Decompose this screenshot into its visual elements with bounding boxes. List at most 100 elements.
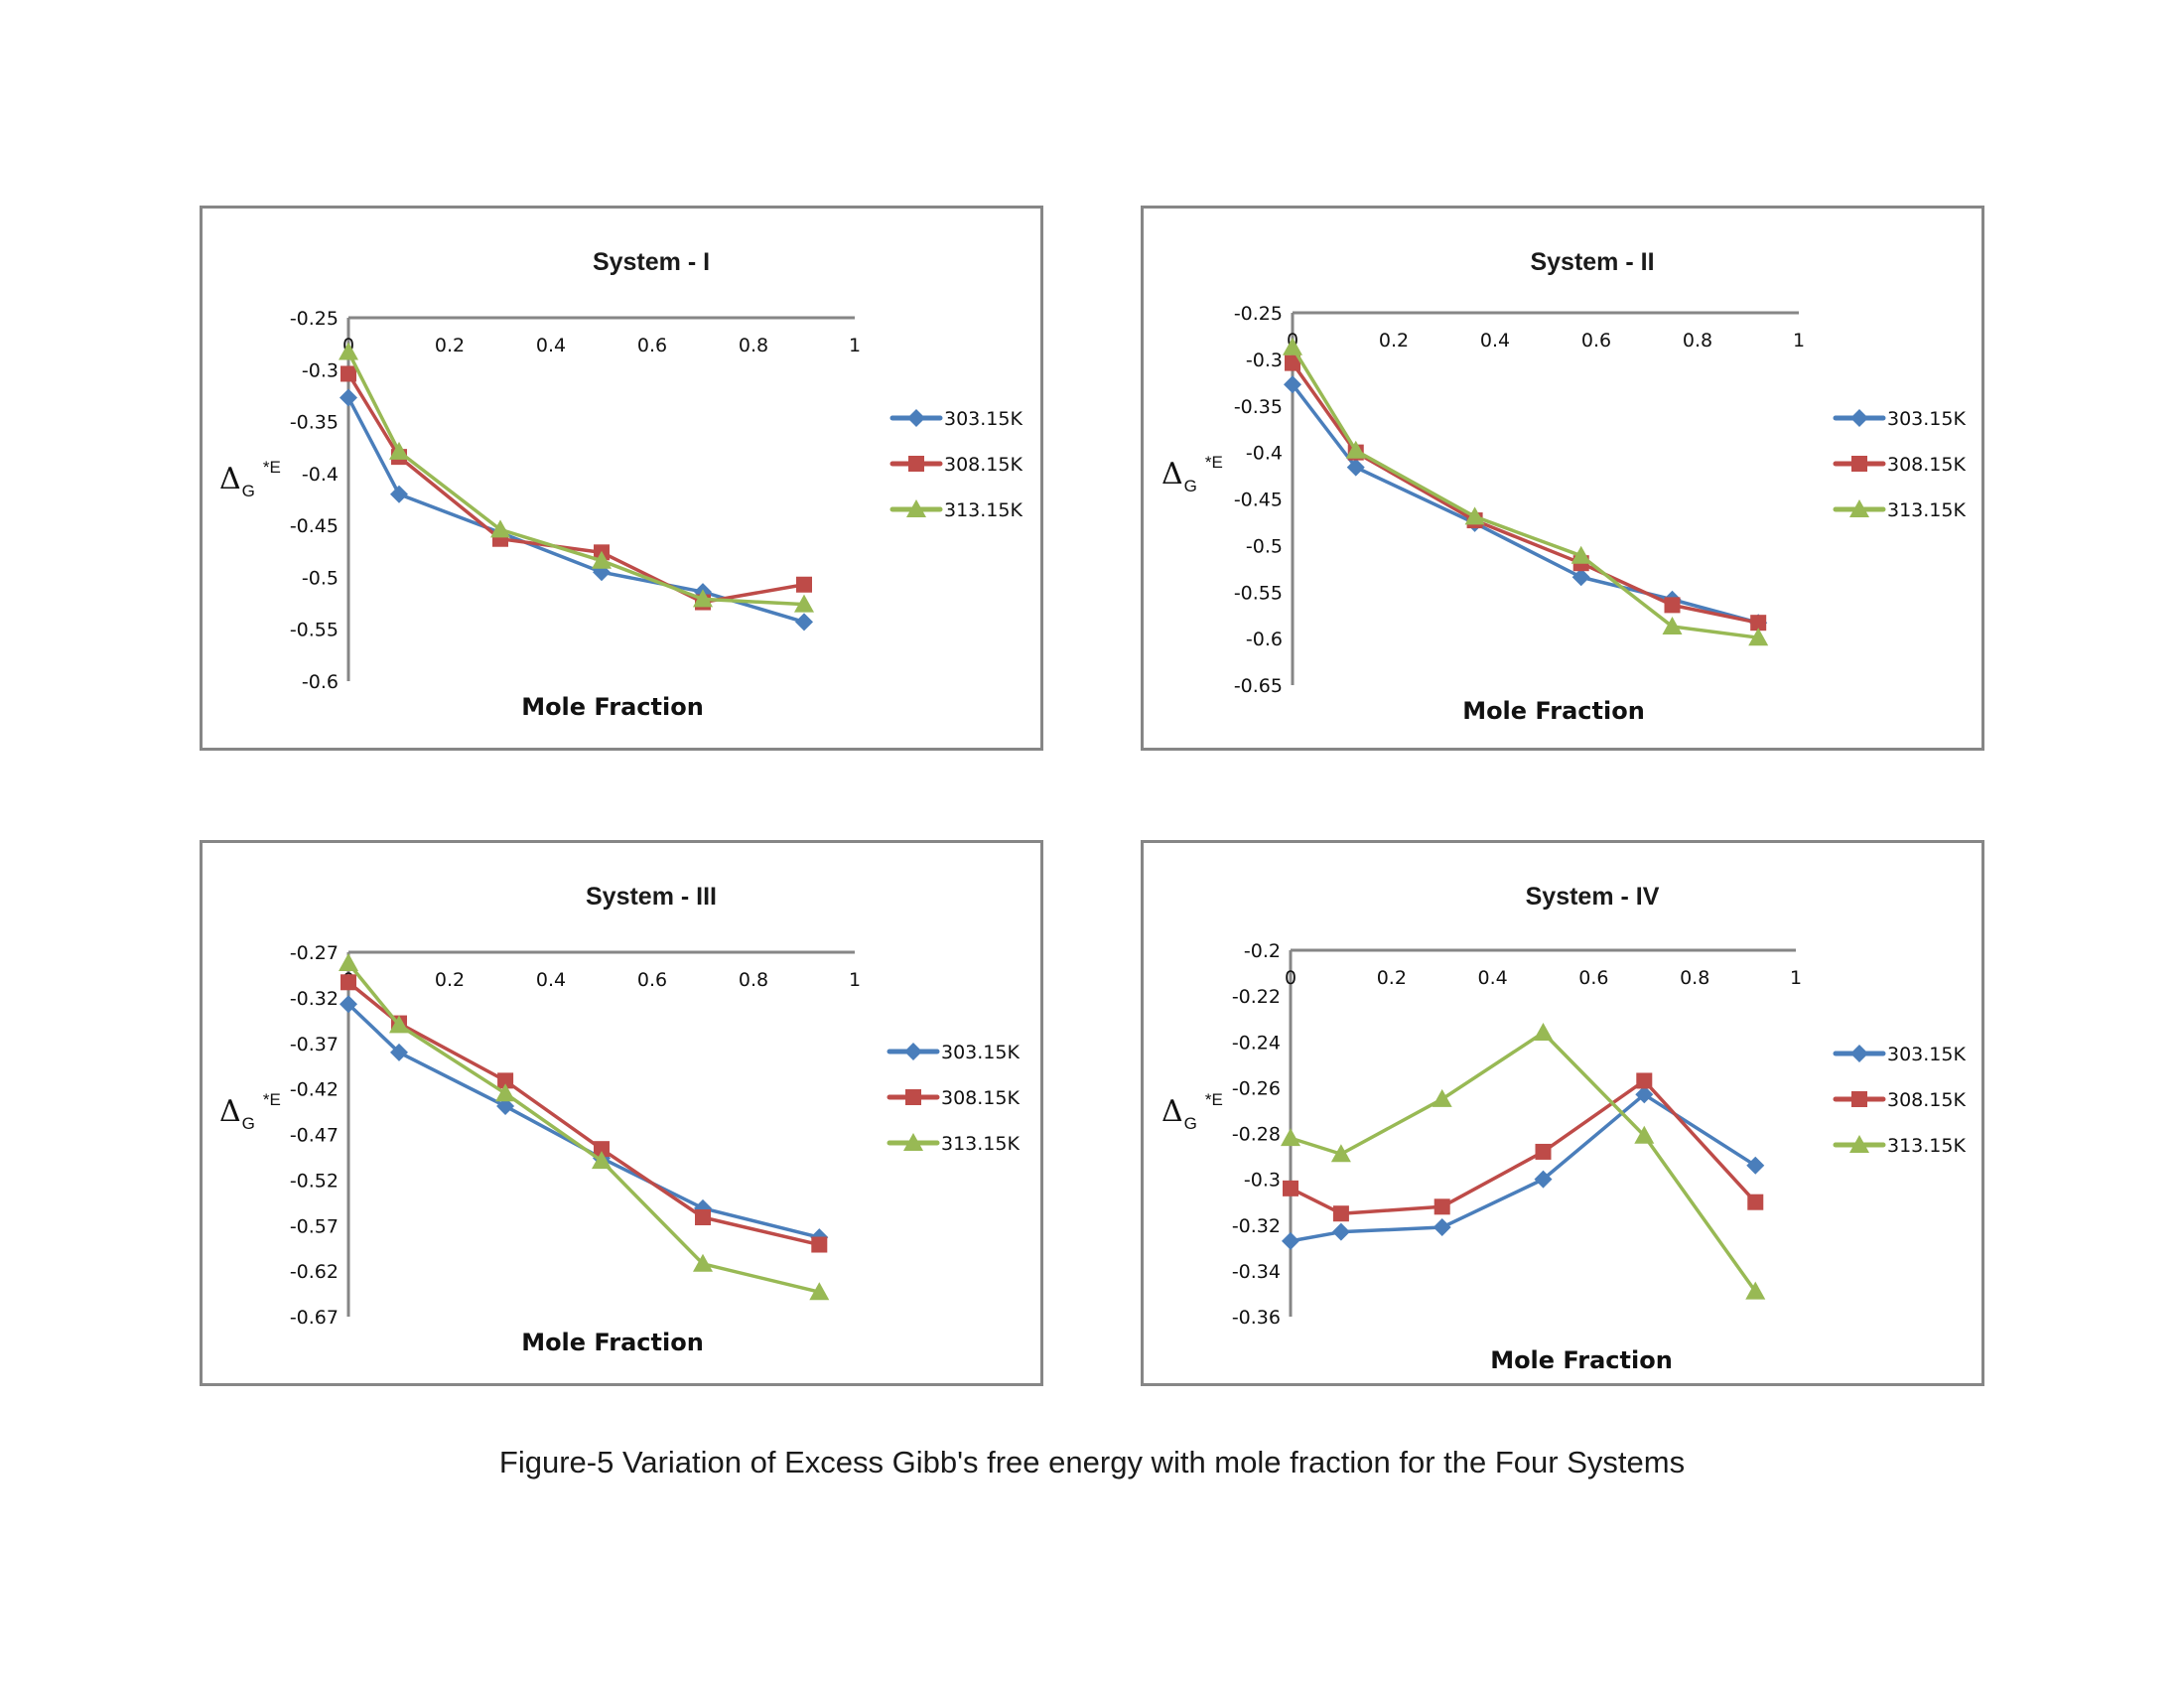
- x-tick-label: 1: [849, 969, 861, 991]
- data-point-313.15K: [1748, 628, 1769, 646]
- legend-item: 303.15K: [1833, 408, 1966, 430]
- x-tick-label: 0.2: [1379, 330, 1409, 352]
- legend-marker-303.15K: [1850, 1045, 1868, 1062]
- figure-caption: Figure-5 Variation of Excess Gibb's free…: [498, 1445, 1686, 1479]
- x-tick-label: 0.4: [536, 969, 566, 991]
- data-point-313.15K: [1464, 506, 1485, 525]
- x-tick-label: 0.2: [435, 335, 465, 356]
- data-point-303.15K: [1282, 1231, 1299, 1250]
- y-tick-label: -0.45: [290, 515, 339, 537]
- x-tick-label: 1: [849, 335, 861, 356]
- data-point-303.15K: [1635, 1085, 1654, 1104]
- legend: 303.15K 308.15K 313.15K: [889, 408, 1023, 521]
- data-point-308.15K: [811, 1236, 828, 1253]
- legend-label: 308.15K: [944, 454, 1023, 476]
- legend-item: 313.15K: [1833, 1135, 1966, 1157]
- data-point-303.15K: [340, 388, 357, 407]
- y-tick-label: -0.52: [290, 1170, 339, 1192]
- x-tick-label: 0.6: [637, 335, 667, 356]
- x-axis-label: Mole Fraction: [1462, 697, 1645, 725]
- series-line-313.15K: [1290, 1031, 1757, 1293]
- x-tick-label: 0.8: [739, 969, 768, 991]
- data-point-313.15K: [1345, 440, 1366, 459]
- y-tick-label: -0.57: [290, 1215, 339, 1237]
- legend-label: 303.15K: [1887, 408, 1966, 430]
- legend-item: 303.15K: [889, 408, 1023, 430]
- legend-marker-313.15K: [903, 1133, 923, 1151]
- plot-area: System - I -0.25 -0.3 -0.35 -0.4 -0.45 -0.5 -0.…: [219, 248, 1023, 721]
- y-tick-label: -0.22: [1232, 986, 1281, 1008]
- data-point-313.15K: [339, 953, 358, 972]
- data-point-303.15K: [1746, 1156, 1765, 1175]
- data-point-303.15K: [390, 1043, 408, 1061]
- data-point-308.15K: [1332, 1205, 1349, 1222]
- legend-label: 308.15K: [941, 1087, 1020, 1109]
- legend-marker-303.15K: [1850, 409, 1868, 427]
- y-tick-label: -0.28: [1232, 1124, 1281, 1146]
- x-tick-label: 0.8: [739, 335, 768, 356]
- x-tick-label: 0.6: [1581, 330, 1611, 352]
- data-point-303.15K: [1534, 1170, 1553, 1189]
- data-point-308.15K: [341, 365, 356, 382]
- chart-system-1: System - I -0.25 -0.3 -0.35 -0.4 -0.45 -0.5 -0.…: [200, 206, 1043, 751]
- series-line-313.15K: [1291, 346, 1759, 639]
- y-tick-label: -0.37: [290, 1034, 339, 1055]
- chart-title: System - IV: [1526, 883, 1660, 911]
- data-point-308.15K: [1750, 615, 1767, 632]
- x-tick-label: 0: [1285, 967, 1297, 989]
- y-axis-label: ΔG*E: [219, 458, 281, 500]
- legend-label: 303.15K: [1887, 1044, 1966, 1065]
- data-point-313.15K: [389, 441, 409, 460]
- legend-marker-313.15K: [906, 499, 926, 517]
- series-line-313.15K: [346, 351, 805, 607]
- data-point-303.15K: [496, 1097, 515, 1116]
- series-line-303.15K: [346, 396, 805, 625]
- x-tick-label: 0.4: [536, 335, 566, 356]
- data-point-308.15K: [1283, 1180, 1298, 1196]
- y-tick-label: -0.25: [1234, 303, 1283, 325]
- y-tick-label: -0.55: [290, 620, 339, 641]
- chart-system-2: System - II -0.25 -0.3 -0.35 -0.4 -0.45 -0.5 -0…: [1141, 206, 1984, 751]
- data-point-313.15K: [1570, 545, 1591, 564]
- chart-title: System - I: [593, 248, 710, 276]
- plot-area: System - II -0.25 -0.3 -0.35 -0.4 -0.45 -0.5 -0…: [1161, 248, 1966, 725]
- legend-marker-303.15K: [904, 1043, 922, 1060]
- data-point-313.15K: [794, 594, 814, 613]
- data-point-303.15K: [795, 613, 813, 632]
- chart-svg: System - II -0.25 -0.3 -0.35 -0.4 -0.45 -0.5 -0…: [1161, 248, 1966, 725]
- legend-label: 308.15K: [1887, 1089, 1966, 1111]
- legend-item: 313.15K: [889, 499, 1023, 521]
- y-tick-label: -0.5: [1246, 535, 1283, 557]
- legend-marker-308.15K: [905, 1089, 921, 1105]
- data-point-308.15K: [695, 1208, 711, 1225]
- y-tick-label: -0.35: [1234, 396, 1283, 418]
- series-line-308.15K: [1291, 361, 1759, 625]
- data-point-303.15K: [390, 485, 408, 503]
- data-point-313.15K: [1634, 1125, 1655, 1144]
- series-line-308.15K: [1290, 1078, 1757, 1215]
- y-tick-label: -0.45: [1234, 490, 1283, 511]
- y-axis-label: ΔG*E: [1161, 453, 1223, 495]
- chart-svg: System - IV -0.2 -0.22 -0.24 -0.26 -0.28 -0.3 -…: [1161, 883, 1966, 1374]
- x-tick-label: 1: [1790, 967, 1802, 989]
- y-tick-label: -0.24: [1232, 1032, 1281, 1054]
- x-tick-label: 0.4: [1480, 330, 1510, 352]
- y-tick-label: -0.3: [302, 359, 339, 381]
- y-tick-label: -0.25: [290, 308, 339, 330]
- data-point-303.15K: [1284, 375, 1301, 394]
- y-tick-label: -0.65: [1234, 675, 1283, 697]
- legend-marker-313.15K: [1849, 1135, 1869, 1153]
- y-axis-label: ΔG*E: [1161, 1090, 1223, 1133]
- data-point-303.15K: [1571, 568, 1590, 587]
- y-tick-label: -0.32: [1232, 1215, 1281, 1237]
- data-point-303.15K: [1433, 1218, 1451, 1237]
- legend-item: 313.15K: [1833, 499, 1966, 521]
- x-tick-label: 0.2: [1377, 967, 1407, 989]
- plot-area: System - III -0.27 -0.32 -0.37 -0.42 -0.47 -0.…: [219, 883, 1020, 1356]
- x-axis-label: Mole Fraction: [1490, 1346, 1673, 1374]
- data-point-313.15K: [809, 1282, 830, 1301]
- data-point-313.15K: [339, 342, 358, 360]
- legend-label: 308.15K: [1887, 454, 1966, 476]
- legend: 303.15K 308.15K 313.15K: [1833, 408, 1966, 521]
- plot-area: System - IV -0.2 -0.22 -0.24 -0.26 -0.28 -0.3 -…: [1161, 883, 1966, 1374]
